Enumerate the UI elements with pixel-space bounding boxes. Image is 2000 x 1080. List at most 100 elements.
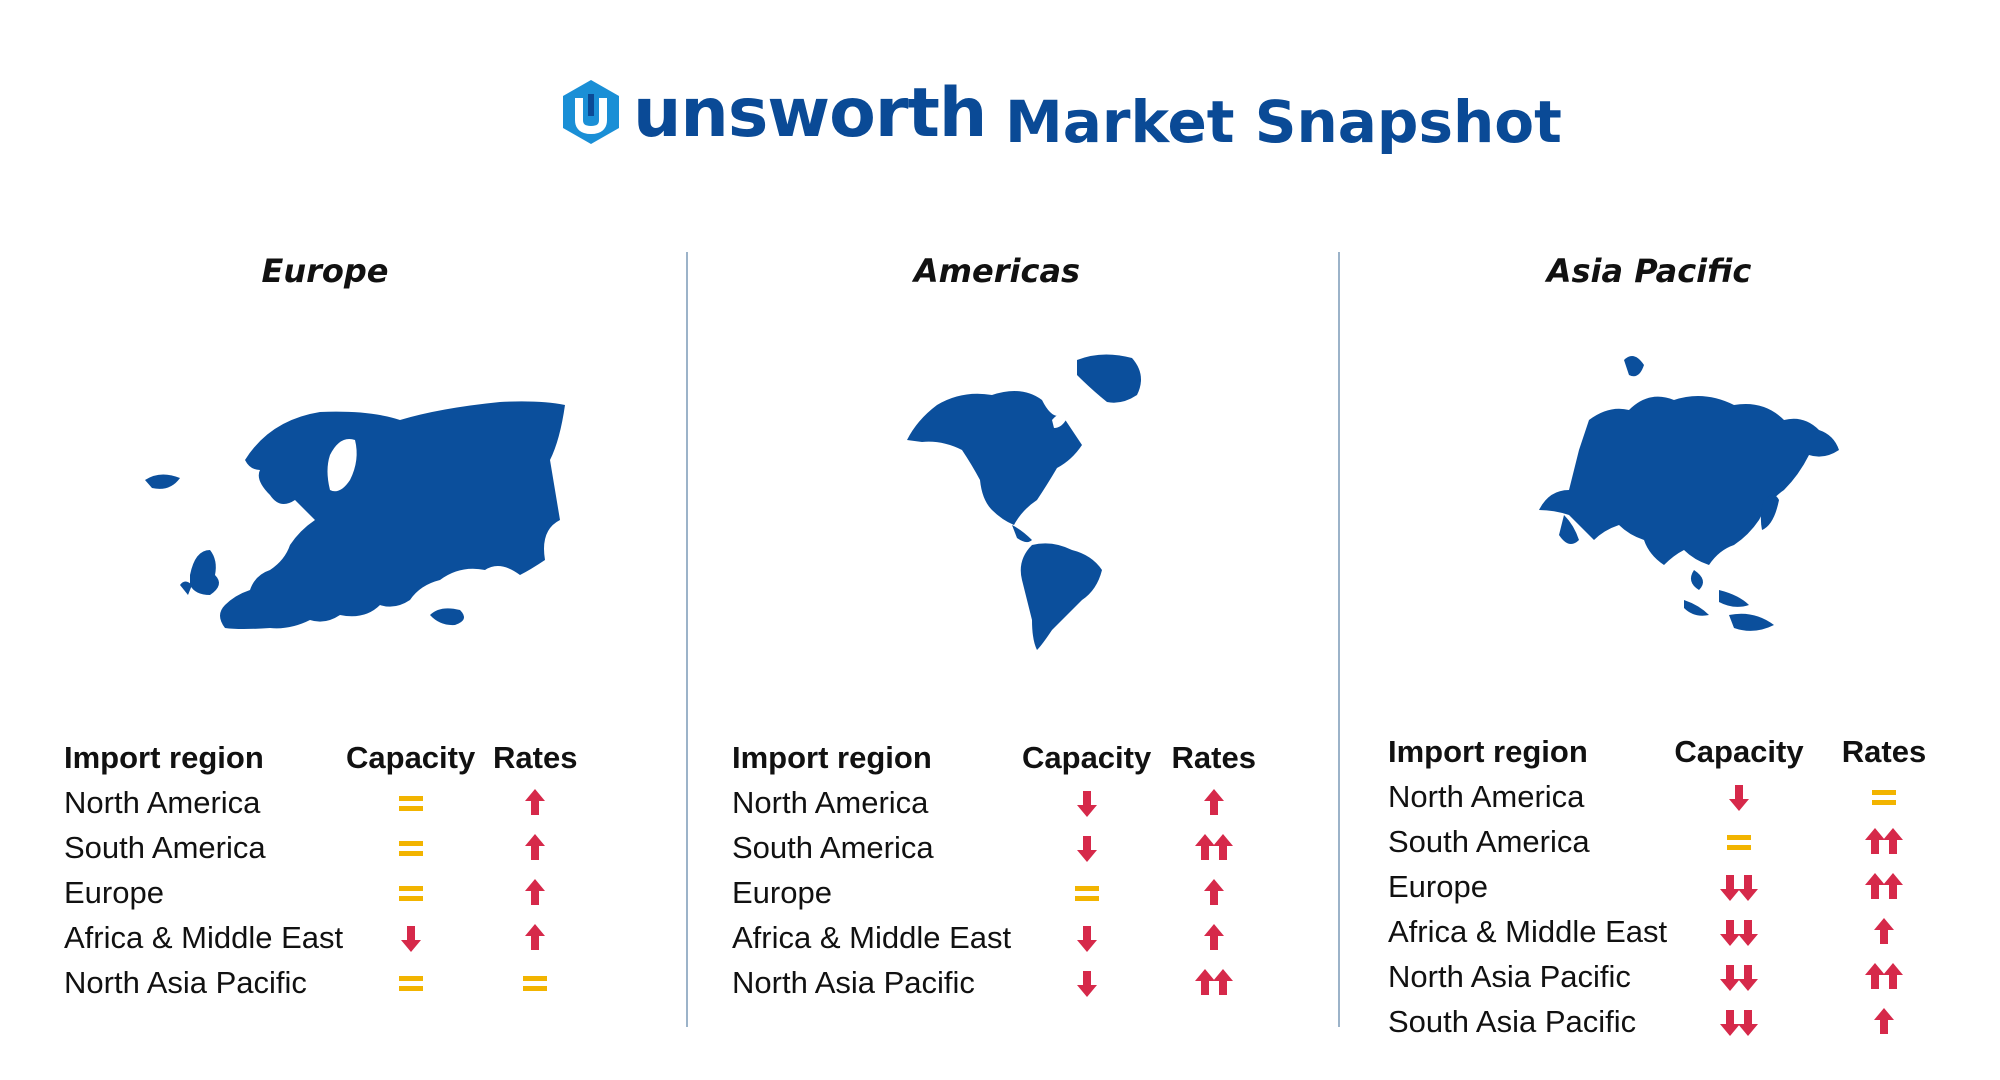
import-region-cell: North America [64, 784, 261, 820]
double-arrow-up-icon [1854, 867, 1914, 907]
double-arrow-down-icon [1709, 912, 1769, 952]
table-row: Europe [64, 870, 595, 915]
table-header: Import region Capacity Rates [732, 736, 1276, 780]
panel-title: Europe [261, 252, 389, 290]
rates-cell [475, 780, 595, 825]
equals-icon [505, 963, 565, 1003]
arrow-up-icon [1854, 1002, 1914, 1042]
arrow-down-icon [1057, 828, 1117, 868]
panel-asia-pacific: Asia Pacific Import region Capacity Rate… [1364, 240, 2000, 1040]
table-row: North Asia Pacific [732, 960, 1276, 1005]
arrow-up-icon [1854, 912, 1914, 952]
capacity-cell [1674, 819, 1804, 864]
brand-name: unsworth [633, 74, 987, 153]
capacity-cell [1022, 825, 1151, 870]
europe-table: Import region Capacity Rates North Ameri… [64, 736, 595, 1005]
capacity-cell [1022, 915, 1151, 960]
import-region-cell: North Asia Pacific [1388, 958, 1631, 994]
panel-divider [1338, 252, 1340, 1027]
capacity-cell [346, 825, 475, 870]
rates-cell [475, 825, 595, 870]
panel-title: Americas [913, 252, 1081, 290]
capacity-cell [1674, 954, 1804, 999]
table-row: North America [732, 780, 1276, 825]
column-header-rates: Rates [493, 740, 578, 775]
arrow-down-icon [1057, 918, 1117, 958]
rates-cell [475, 960, 595, 1005]
capacity-cell [1674, 909, 1804, 954]
import-region-cell: North America [732, 784, 929, 820]
column-header-rates: Rates [1841, 734, 1927, 769]
column-header-import-region: Import region [732, 740, 932, 775]
arrow-up-icon [505, 918, 565, 958]
double-arrow-up-icon [1184, 963, 1244, 1003]
capacity-cell [1022, 870, 1151, 915]
column-header-import-region: Import region [64, 740, 264, 775]
europe-map-icon [140, 400, 570, 630]
import-region-cell: Europe [64, 874, 164, 910]
table-row: North Asia Pacific [64, 960, 595, 1005]
capacity-cell [1022, 960, 1151, 1005]
table-row: Europe [1388, 864, 1964, 909]
table-row: North America [64, 780, 595, 825]
import-region-cell: North America [1388, 778, 1585, 814]
rates-cell [1151, 915, 1276, 960]
import-region-cell: Africa & Middle East [64, 919, 344, 955]
rates-cell [475, 870, 595, 915]
equals-icon [381, 963, 441, 1003]
table-row: North Asia Pacific [1388, 954, 1964, 999]
panel-divider [686, 252, 688, 1027]
double-arrow-up-icon [1854, 957, 1914, 997]
import-region-cell: North Asia Pacific [64, 964, 307, 1000]
americas-table: Import region Capacity Rates North Ameri… [732, 736, 1276, 1005]
capacity-cell [1674, 864, 1804, 909]
import-region-cell: North Asia Pacific [732, 964, 975, 1000]
capacity-cell [1674, 774, 1804, 819]
americas-map-icon [902, 350, 1162, 650]
import-region-cell: Africa & Middle East [1388, 913, 1668, 949]
table-row: Africa & Middle East [1388, 909, 1964, 954]
rates-cell [1804, 999, 1964, 1044]
rates-cell [1151, 825, 1276, 870]
column-header-rates: Rates [1171, 740, 1256, 775]
double-arrow-up-icon [1854, 822, 1914, 862]
import-region-cell: South America [64, 829, 266, 865]
arrow-up-icon [505, 783, 565, 823]
arrow-down-icon [381, 918, 441, 958]
brand-logo: unsworth [555, 74, 987, 154]
table-row: South Asia Pacific [1388, 999, 1964, 1044]
column-header-capacity: Capacity [346, 740, 476, 775]
arrow-up-icon [505, 873, 565, 913]
import-region-cell: Europe [1388, 868, 1488, 904]
table-row: Africa & Middle East [732, 915, 1276, 960]
arrow-up-icon [1184, 873, 1244, 913]
import-region-cell: South Asia Pacific [1388, 1003, 1637, 1039]
arrow-up-icon [505, 828, 565, 868]
import-region-cell: South America [1388, 823, 1590, 859]
rates-cell [1804, 819, 1964, 864]
double-arrow-down-icon [1709, 957, 1769, 997]
capacity-cell [346, 780, 475, 825]
arrow-up-icon [1184, 918, 1244, 958]
page-title: Market Snapshot [1005, 88, 1562, 156]
equals-icon [381, 783, 441, 823]
capacity-cell [346, 915, 475, 960]
table-row: North America [1388, 774, 1964, 819]
equals-icon [1709, 822, 1769, 862]
panel-europe: Europe Import region Capacity Rates Nort… [40, 240, 690, 1040]
double-arrow-down-icon [1709, 867, 1769, 907]
equals-icon [381, 873, 441, 913]
panel-title: Asia Pacific [1546, 252, 1752, 290]
equals-icon [1057, 873, 1117, 913]
rates-cell [1151, 960, 1276, 1005]
rates-cell [1151, 780, 1276, 825]
rates-cell [1804, 954, 1964, 999]
asia-pacific-table: Import region Capacity Rates North Ameri… [1388, 730, 1964, 1044]
import-region-cell: Europe [732, 874, 832, 910]
equals-icon [1854, 777, 1914, 817]
rates-cell [1804, 774, 1964, 819]
arrow-down-icon [1057, 963, 1117, 1003]
table-row: South America [732, 825, 1276, 870]
double-arrow-up-icon [1184, 828, 1244, 868]
arrow-down-icon [1709, 777, 1769, 817]
